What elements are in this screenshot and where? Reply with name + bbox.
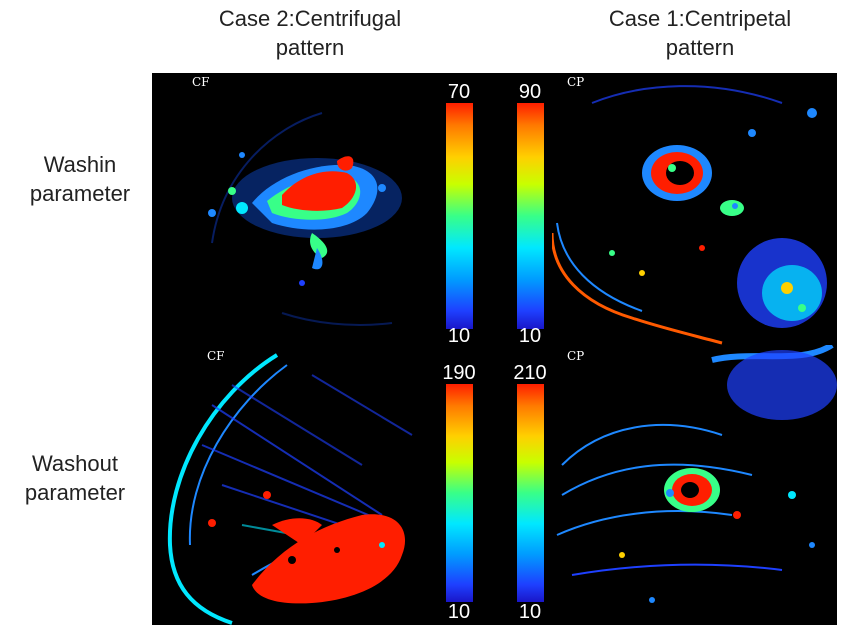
colorbar-min-label: 10 [518, 325, 542, 347]
washin-centrifugal-map [208, 112, 402, 326]
row-label-washout: Washout parameter [24, 451, 126, 505]
column-header-centrifugal: Case 2:Centrifugal pattern [218, 6, 402, 60]
washout-centripetal-map [556, 345, 837, 603]
washin-centripetal-map [552, 85, 827, 345]
colorbar-washin-centrifugal [446, 103, 473, 329]
washin-centripetal-image: CP [552, 73, 837, 345]
panel-tag: CF [207, 349, 225, 363]
washout-centrifugal-map [167, 353, 413, 625]
panel-tag: CP [567, 75, 585, 89]
colorbar-max-label: 190 [442, 362, 476, 384]
colorbar-max-label: 210 [513, 362, 547, 384]
washout-centripetal-image: CP [552, 345, 837, 625]
panel-tag: CP [567, 349, 585, 363]
colorbar-washout-centripetal [517, 384, 544, 602]
colorbar-min-label: 10 [447, 601, 471, 623]
colorbar-min-label: 10 [518, 601, 542, 623]
row-label-washin: Washin parameter [29, 152, 131, 206]
column-header-centripetal: Case 1:Centripetal pattern [608, 6, 792, 60]
colorbar-min-label: 10 [447, 325, 471, 347]
washout-centrifugal-image: CF [152, 345, 552, 625]
washin-centrifugal-image: CF [152, 73, 552, 345]
panel-tag: CF [192, 75, 210, 89]
colorbar-max-label: 70 [447, 81, 471, 103]
colorbar-max-label: 90 [518, 81, 542, 103]
colorbar-washin-centripetal [517, 103, 544, 329]
colorbar-washout-centrifugal [446, 384, 473, 602]
